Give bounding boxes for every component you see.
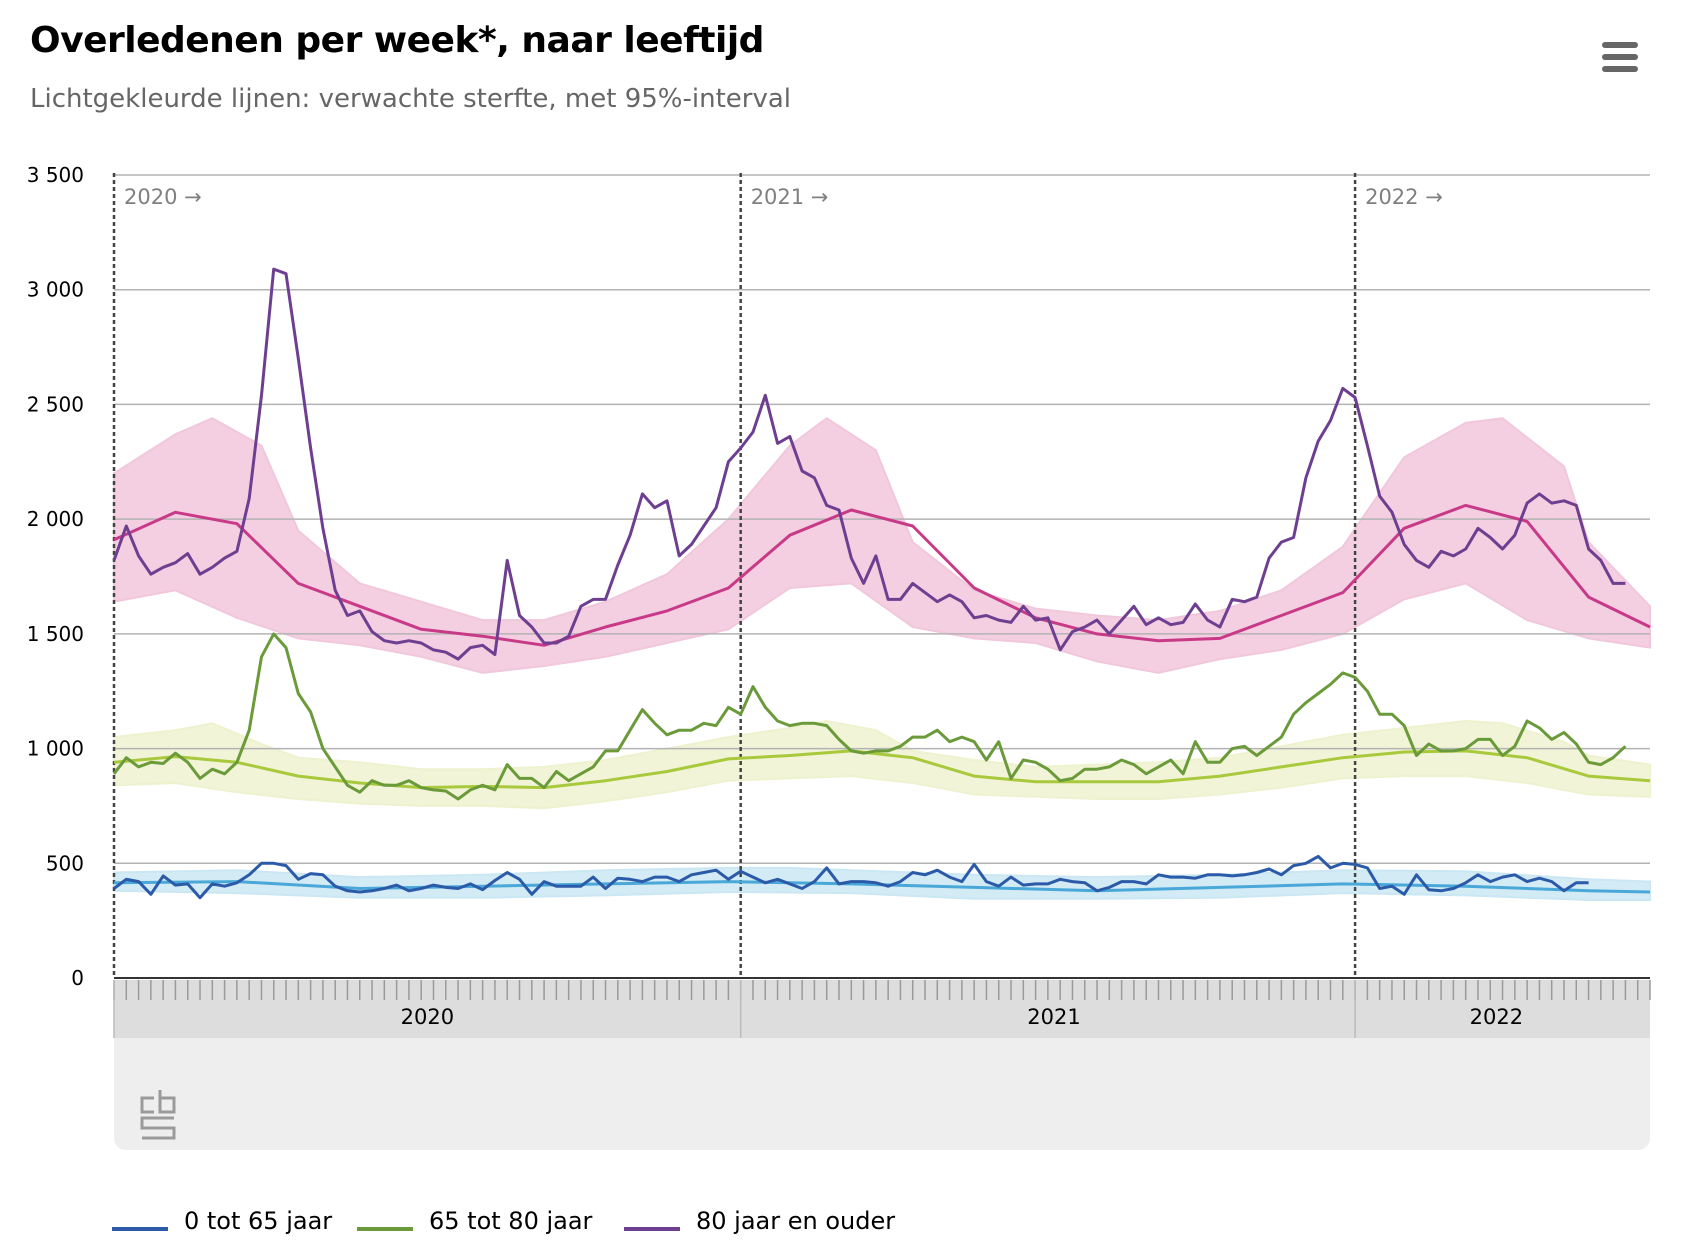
series-line-1 (112, 632, 1627, 801)
y-tick-label: 1 000 (27, 737, 84, 761)
y-tick-label: 2 000 (27, 507, 84, 531)
navigator-top (114, 1038, 1650, 1058)
navigator: 2020 2021 2022 (113, 980, 1651, 1150)
hamburger-menu-icon[interactable] (1600, 42, 1642, 74)
x-year-label: 2020 (401, 1005, 454, 1029)
chart-subtitle: Lichtgekleurde lijnen: verwachte sterfte… (30, 84, 791, 114)
y-tick-label: 1 500 (27, 622, 84, 646)
y-tick-label: 2 500 (27, 392, 84, 416)
y-tick-label: 0 (71, 966, 84, 990)
logo-c (140, 1096, 154, 1114)
legend-swatch-65-80 (357, 1227, 413, 1231)
year-marker-label: 2021 → (751, 185, 829, 209)
expected-bands (113, 416, 1651, 901)
cbs-logo-icon (140, 1090, 176, 1140)
navigator-area[interactable] (114, 1038, 1650, 1150)
logo-b (158, 1090, 176, 1114)
legend-label-80-plus: 80 jaar en ouder (696, 1207, 896, 1235)
year-marker-label: 2022 → (1365, 185, 1443, 209)
chart-title: Overledenen per week*, naar leeftijd (30, 20, 764, 61)
legend-label-65-80: 65 tot 80 jaar (429, 1207, 593, 1235)
x-axis-bar (114, 980, 1650, 1038)
expected-band-1 (113, 719, 1651, 810)
y-tick-label: 500 (46, 851, 84, 875)
expected-band-0 (113, 416, 1651, 674)
legend-swatch-0-65 (112, 1227, 168, 1231)
series-line-2 (112, 267, 1626, 661)
x-year-label: 2022 (1470, 1005, 1523, 1029)
legend-label-0-65: 0 tot 65 jaar (184, 1207, 333, 1235)
y-axis-ticks: 0 500 1 000 1 500 2 000 2 500 3 000 3 500 (27, 163, 84, 990)
x-year-label: 2021 (1027, 1005, 1080, 1029)
y-tick-label: 3 500 (27, 163, 84, 187)
year-marker-label: 2020 → (124, 185, 202, 209)
logo-s (140, 1116, 176, 1140)
expected-line-0 (113, 503, 1651, 647)
y-tick-label: 3 000 (27, 278, 84, 302)
legend-swatch-80-plus (624, 1227, 680, 1231)
series-line-0 (113, 854, 1589, 900)
series-lines (112, 267, 1627, 900)
